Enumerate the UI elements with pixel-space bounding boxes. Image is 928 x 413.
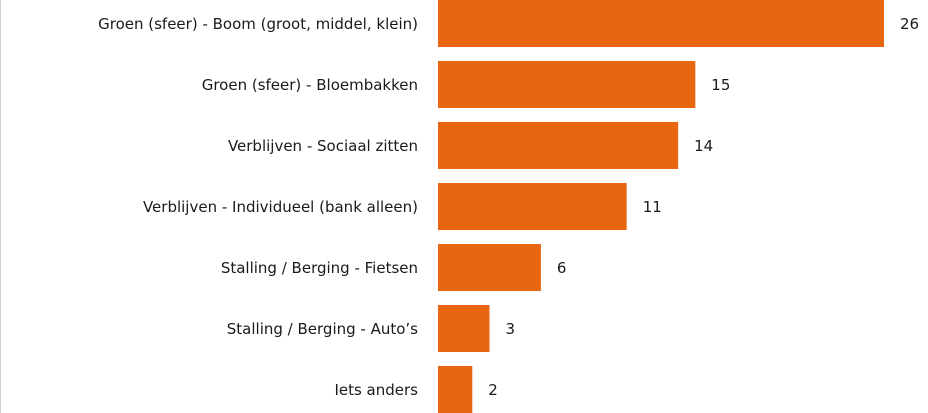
value-label: 2 [488, 381, 498, 399]
value-label: 11 [643, 198, 662, 216]
value-label: 26 [900, 15, 919, 33]
value-label: 15 [711, 76, 730, 94]
bar [438, 122, 679, 169]
value-label: 3 [505, 320, 515, 338]
category-label: Groen (sfeer) - Boom (groot, middel, kle… [98, 15, 418, 33]
bar [438, 61, 696, 108]
category-label: Stalling / Berging - Auto’s [227, 320, 418, 338]
bar [438, 305, 490, 352]
bar [438, 244, 541, 291]
bar [438, 0, 884, 47]
bar [438, 366, 473, 413]
category-label: Stalling / Berging - Fietsen [221, 259, 418, 277]
bar [438, 183, 627, 230]
category-label: Verblijven - Individueel (bank alleen) [143, 198, 418, 216]
category-label: Groen (sfeer) - Bloembakken [202, 76, 418, 94]
category-label: Verblijven - Sociaal zitten [228, 137, 418, 155]
category-label: Iets anders [334, 381, 418, 399]
value-label: 6 [557, 259, 567, 277]
value-label: 14 [694, 137, 713, 155]
